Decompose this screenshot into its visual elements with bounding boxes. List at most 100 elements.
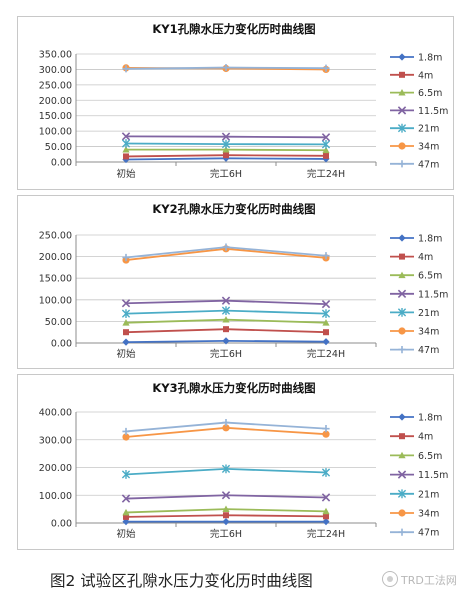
- data-point: [122, 427, 130, 436]
- data-point: [322, 430, 330, 438]
- legend-label: 4m: [418, 252, 433, 263]
- legend-marker: [398, 346, 406, 354]
- legend-marker: [398, 234, 406, 242]
- data-point: [322, 146, 330, 154]
- legend-label: 11.5m: [418, 106, 448, 117]
- series-47m: [122, 243, 330, 262]
- legend-marker: [398, 327, 406, 335]
- series-21m: [121, 464, 331, 479]
- data-point: [221, 132, 231, 141]
- watermark-text: TRD工法网: [401, 574, 457, 587]
- data-point: [222, 424, 230, 432]
- chart-title: KY2孔隙水压力变化历时曲线图: [152, 202, 315, 216]
- y-tick-label: 50.00: [45, 317, 72, 328]
- legend-marker: [399, 253, 405, 260]
- legend-marker: [398, 142, 406, 150]
- x-tick-label: 完工6H: [210, 168, 242, 180]
- data-point: [121, 470, 131, 479]
- data-point: [121, 139, 131, 148]
- data-point: [222, 243, 230, 251]
- y-tick-label: 150.00: [39, 274, 72, 285]
- legend-label: 1.8m: [418, 234, 442, 245]
- y-tick-label: 200.00: [39, 463, 72, 474]
- legend-marker: [398, 509, 406, 517]
- legend-marker: [399, 71, 405, 78]
- legend-marker: [397, 470, 407, 479]
- chart-svg: KY1孔隙水压力变化历时曲线图 0.00 50.00 100.00 150.00 200.…: [39, 22, 449, 180]
- legend-label: 6.5m: [418, 88, 442, 99]
- x-tick-label: 完工6H: [210, 348, 242, 360]
- legend-item: 6.5m: [390, 271, 442, 282]
- series-21m: [121, 139, 331, 149]
- data-point: [122, 338, 130, 346]
- y-tick-label: 200.00: [39, 252, 72, 263]
- legend-item: 1.8m: [390, 234, 442, 245]
- legend-item: 21m: [390, 308, 439, 319]
- legend-item: 1.8m: [390, 413, 442, 424]
- y-tick-label: 150.00: [39, 111, 72, 122]
- series-47m: [122, 63, 330, 73]
- legend-label: 21m: [418, 489, 439, 500]
- y-tick-label: 300.00: [39, 435, 72, 446]
- series-21m: [121, 306, 331, 319]
- legend-marker: [398, 89, 406, 96]
- data-point: [222, 63, 230, 72]
- legend-label: 34m: [418, 509, 439, 520]
- series-47m: [122, 418, 330, 436]
- legend-label: 11.5m: [418, 289, 448, 300]
- data-point: [222, 316, 230, 323]
- data-point: [122, 253, 130, 262]
- series-6.5m: [122, 146, 330, 154]
- data-point: [222, 518, 230, 526]
- trd-logo-icon: [382, 571, 398, 587]
- series-1.8m: [122, 518, 330, 526]
- legend-label: 21m: [418, 308, 439, 319]
- data-point: [221, 296, 231, 305]
- y-tick-label: 300.00: [39, 65, 72, 76]
- legend-label: 47m: [418, 345, 439, 356]
- chart-svg: KY3孔隙水压力变化历时曲线图 0.00 100.00 200.00 300.00 400…: [39, 381, 449, 540]
- data-point: [321, 140, 331, 149]
- x-tick-label: 完工24H: [307, 348, 345, 360]
- legend-item: 6.5m: [390, 88, 442, 99]
- legend-label: 47m: [418, 528, 439, 539]
- legend-item: 4m: [390, 70, 433, 81]
- y-tick-label: 250.00: [39, 231, 72, 242]
- data-point: [221, 491, 231, 500]
- y-tick-label: 100.00: [39, 295, 72, 306]
- legend-marker: [398, 413, 406, 421]
- series-1.8m: [122, 337, 330, 346]
- y-tick-label: 100.00: [39, 127, 72, 138]
- data-point: [321, 468, 331, 477]
- data-point: [322, 507, 330, 515]
- data-point: [122, 319, 130, 326]
- x-tick-label: 完工24H: [307, 528, 345, 540]
- legend-item: 47m: [390, 159, 439, 170]
- series-11.5m: [121, 491, 331, 503]
- data-point: [123, 153, 129, 160]
- legend-label: 4m: [418, 432, 433, 443]
- chart-panel-ky1: KY1孔隙水压力变化历时曲线图 0.00 50.00 100.00 150.00 200.…: [17, 16, 454, 190]
- data-point: [321, 299, 331, 309]
- x-tick-label: 初始: [116, 168, 136, 180]
- series-6.5m: [122, 316, 330, 326]
- data-point: [322, 64, 330, 72]
- legend-marker: [397, 308, 407, 317]
- data-point: [323, 513, 329, 520]
- legend-label: 21m: [418, 124, 439, 135]
- legend-item: 21m: [390, 124, 439, 135]
- data-point: [321, 493, 331, 502]
- data-point: [323, 152, 329, 159]
- x-tick-label: 完工6H: [210, 528, 242, 540]
- y-tick-label: 200.00: [39, 96, 72, 107]
- y-tick-label: 250.00: [39, 80, 72, 91]
- legend-marker: [398, 451, 406, 459]
- legend-label: 1.8m: [418, 413, 442, 424]
- x-tick-label: 初始: [116, 528, 136, 540]
- legend-label: 6.5m: [418, 271, 442, 282]
- data-point: [121, 309, 131, 319]
- data-point: [221, 139, 231, 149]
- series-34m: [122, 424, 330, 441]
- data-point: [222, 146, 230, 153]
- x-tick-label: 完工24H: [307, 168, 345, 180]
